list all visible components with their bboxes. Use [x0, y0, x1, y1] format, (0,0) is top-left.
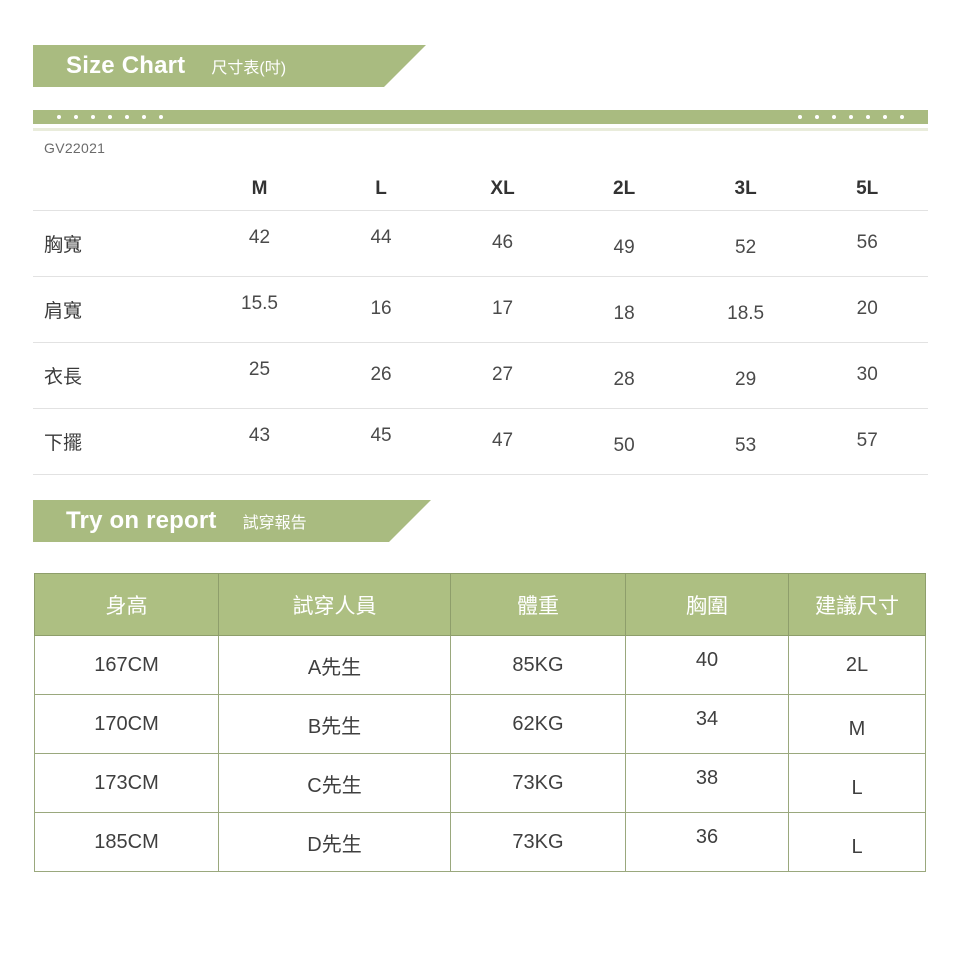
size-measurement-table: M L XL 2L 3L 5L 胸寬 42 44 46 49 52 56 肩寬 …	[33, 150, 928, 475]
try-on-cell-height: 170CM	[34, 694, 219, 754]
try-on-cell-height: 173CM	[34, 753, 219, 813]
try-on-cell-advice: M	[788, 694, 926, 754]
size-cell: 52	[684, 210, 807, 277]
divider-dot	[159, 115, 163, 119]
size-chart-title-en: Size Chart	[66, 52, 186, 79]
try-on-cell-chest: 38	[625, 753, 789, 813]
size-cell: 27	[441, 342, 564, 409]
table-row: 肩寬 15.5 16 17 18 18.5 20	[33, 276, 928, 343]
table-row: 173CM C先生 73KG 38 L	[34, 753, 926, 813]
try-on-cell-advice: L	[788, 812, 926, 872]
size-cell: 49	[563, 210, 685, 277]
size-chart-title-zh: 尺寸表(吋)	[211, 60, 287, 77]
divider-dot	[900, 115, 904, 119]
size-chart-banner: Size Chart 尺寸表(吋)	[33, 45, 426, 87]
table-row: 185CM D先生 73KG 36 L	[34, 812, 926, 872]
try-on-cell-height: 167CM	[34, 635, 219, 695]
size-column-header: L	[320, 150, 442, 211]
divider-dot	[91, 115, 95, 119]
divider-dot	[108, 115, 112, 119]
divider-dot	[74, 115, 78, 119]
table-row: 167CM A先生 85KG 40 2L	[34, 635, 926, 695]
try-on-cell-height: 185CM	[34, 812, 219, 872]
size-cell: 43	[198, 408, 321, 475]
size-row-label: 衣長	[33, 342, 199, 409]
size-column-header: 5L	[806, 150, 928, 211]
divider-dot	[142, 115, 146, 119]
divider-dot	[883, 115, 887, 119]
size-cell: 29	[684, 342, 807, 409]
try-on-cell-weight: 73KG	[450, 753, 626, 813]
size-cell: 18.5	[684, 276, 807, 343]
try-on-title-zh: 試穿報告	[242, 515, 307, 532]
size-row-label: 胸寬	[33, 210, 199, 277]
try-on-cell-weight: 73KG	[450, 812, 626, 872]
size-cell: 44	[320, 210, 442, 277]
size-cell: 20	[806, 276, 928, 343]
try-on-cell-weight: 62KG	[450, 694, 626, 754]
try-on-cell-advice: L	[788, 753, 926, 813]
table-row: 170CM B先生 62KG 34 M	[34, 694, 926, 754]
divider-dot	[849, 115, 853, 119]
try-on-column-header-person: 試穿人員	[218, 573, 451, 636]
size-cell: 57	[806, 408, 928, 475]
size-cell: 16	[320, 276, 442, 343]
try-on-cell-weight: 85KG	[450, 635, 626, 695]
divider-dot	[798, 115, 802, 119]
size-cell: 15.5	[198, 276, 321, 343]
size-cell: 53	[684, 408, 807, 475]
size-column-header: M	[198, 150, 321, 211]
size-cell: 26	[320, 342, 442, 409]
size-cell: 25	[198, 342, 321, 409]
size-cell: 50	[563, 408, 685, 475]
try-on-report-banner: Try on report 試穿報告	[33, 500, 431, 542]
table-row: 衣長 25 26 27 28 29 30	[33, 342, 928, 409]
size-cell: 56	[806, 210, 928, 277]
try-on-title-en: Try on report	[66, 507, 217, 534]
divider-green-bar	[33, 110, 928, 124]
divider-dots-left	[57, 110, 163, 124]
size-cell: 45	[320, 408, 442, 475]
size-cell: 47	[441, 408, 564, 475]
divider-dot	[125, 115, 129, 119]
size-row-label: 肩寬	[33, 276, 199, 343]
try-on-column-header-chest: 胸圍	[625, 573, 789, 636]
divider-dot	[866, 115, 870, 119]
try-on-cell-person: A先生	[218, 635, 451, 695]
try-on-column-header-height: 身高	[34, 573, 219, 636]
try-on-cell-person: B先生	[218, 694, 451, 754]
try-on-header-row: 身高 試穿人員 體重 胸圍 建議尺寸	[34, 573, 926, 636]
divider-thin-line	[33, 128, 928, 131]
size-column-header: 2L	[563, 150, 685, 211]
size-cell: 18	[563, 276, 685, 343]
try-on-cell-chest: 34	[625, 694, 789, 754]
divider-dot	[815, 115, 819, 119]
size-column-header: 3L	[684, 150, 807, 211]
try-on-column-header-advice: 建議尺寸	[788, 573, 926, 636]
size-row-label: 下擺	[33, 408, 199, 475]
try-on-report-table: 身高 試穿人員 體重 胸圍 建議尺寸 167CM A先生 85KG 40 2L …	[34, 573, 926, 872]
size-cell: 28	[563, 342, 685, 409]
size-cell: 42	[198, 210, 321, 277]
divider-dot	[832, 115, 836, 119]
divider-dot	[57, 115, 61, 119]
size-cell: 46	[441, 210, 564, 277]
size-cell: 17	[441, 276, 564, 343]
try-on-cell-person: C先生	[218, 753, 451, 813]
try-on-cell-chest: 36	[625, 812, 789, 872]
try-on-column-header-weight: 體重	[450, 573, 626, 636]
size-cell: 30	[806, 342, 928, 409]
size-table-corner-cell	[33, 150, 199, 211]
divider-dots-right	[798, 110, 904, 124]
table-row: 胸寬 42 44 46 49 52 56	[33, 210, 928, 277]
decorative-divider	[33, 110, 928, 131]
try-on-cell-person: D先生	[218, 812, 451, 872]
try-on-cell-chest: 40	[625, 635, 789, 695]
table-row: 下擺 43 45 47 50 53 57	[33, 408, 928, 475]
try-on-cell-advice: 2L	[788, 635, 926, 695]
size-table-header-row: M L XL 2L 3L 5L	[33, 150, 928, 211]
size-column-header: XL	[441, 150, 564, 211]
